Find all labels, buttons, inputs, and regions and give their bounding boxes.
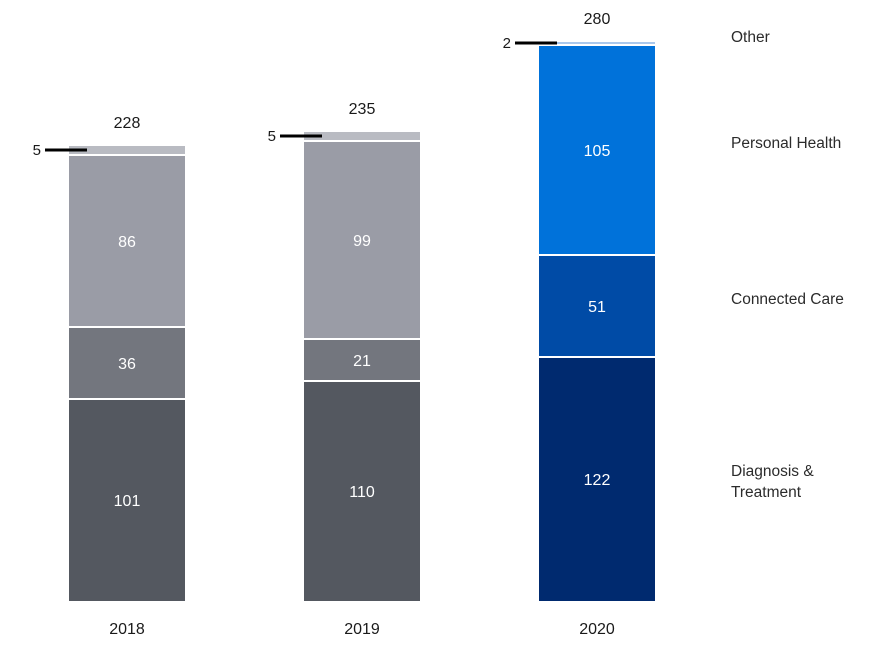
- segment-connected-care-bar: [539, 256, 655, 356]
- legend-other: Other: [731, 29, 770, 46]
- segment-diagnosis-treatment-bar: [69, 400, 185, 601]
- legend-personal-health: Personal Health: [731, 135, 841, 152]
- segment-personal-health-bar: [539, 46, 655, 254]
- segment-diagnosis-treatment-value: 122: [584, 472, 611, 489]
- legend: Other Personal Health Connected Care Diagno…: [731, 29, 844, 501]
- segment-personal-health-value: 105: [584, 143, 611, 160]
- x-tick-label: 2018: [109, 621, 145, 638]
- other-value: 5: [33, 142, 41, 159]
- legend-connected-care: Connected Care: [731, 291, 844, 308]
- total-value: 228: [114, 115, 141, 132]
- legend-diagnosis-line1: Diagnosis &: [731, 463, 814, 480]
- other-value: 5: [268, 128, 276, 145]
- legend-diagnosis-line2: Treatment: [731, 484, 802, 501]
- segment-personal-health-bar: [69, 156, 185, 326]
- segment-other-bar: [69, 146, 185, 154]
- other-value: 2: [503, 35, 511, 52]
- labels-group: 101 36 86 5 228 2018 110 21 99 5 235 2019 122 51 105 2 2…: [33, 11, 615, 638]
- total-value: 235: [349, 101, 376, 118]
- segment-other-bar: [539, 42, 655, 44]
- x-tick-label: 2019: [344, 621, 380, 638]
- segment-connected-care-value: 51: [588, 299, 606, 316]
- segment-diagnosis-treatment-bar: [539, 358, 655, 601]
- segment-personal-health-value: 86: [118, 234, 136, 251]
- segment-connected-care-value: 36: [118, 356, 136, 373]
- segment-connected-care-value: 21: [353, 353, 371, 370]
- segment-personal-health-value: 99: [353, 233, 371, 250]
- segment-connected-care-bar: [304, 340, 420, 380]
- x-tick-label: 2020: [579, 621, 615, 638]
- segment-diagnosis-treatment-value: 110: [349, 484, 375, 501]
- segment-personal-health-bar: [304, 142, 420, 338]
- bars-group: [69, 42, 655, 601]
- total-value: 280: [584, 11, 611, 28]
- segment-diagnosis-treatment-bar: [304, 382, 420, 601]
- segment-diagnosis-treatment-value: 101: [114, 493, 141, 510]
- segment-connected-care-bar: [69, 328, 185, 398]
- segment-other-bar: [304, 132, 420, 140]
- legend-diagnosis-treatment: Diagnosis & Treatment: [731, 463, 814, 501]
